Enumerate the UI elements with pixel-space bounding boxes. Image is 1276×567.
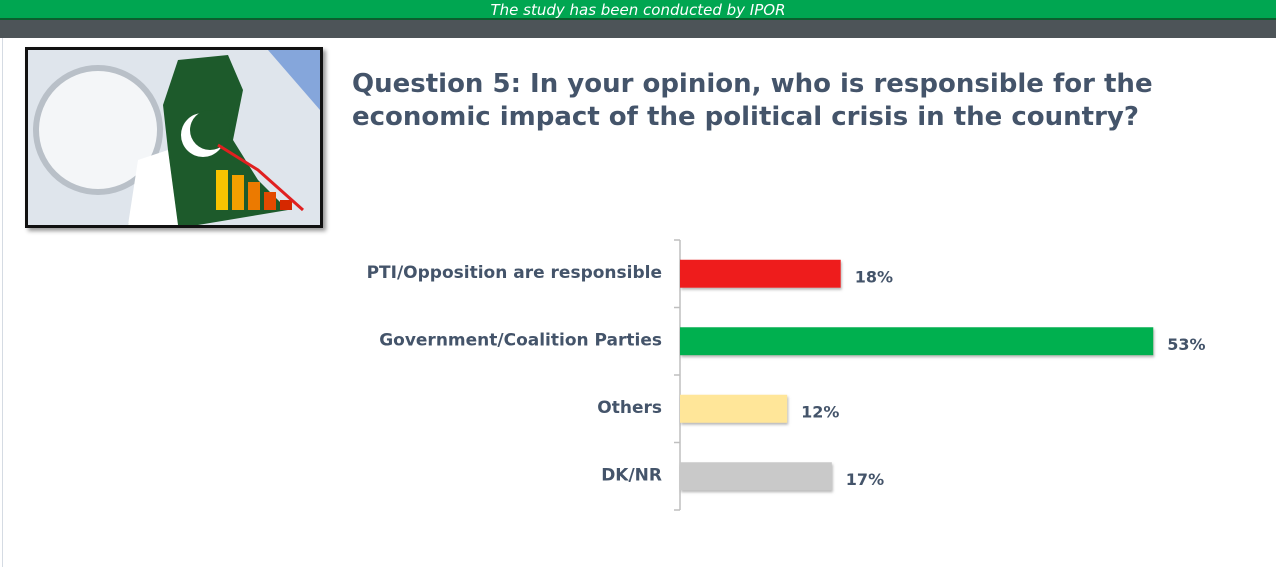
category-label: Others bbox=[597, 398, 662, 418]
category-label: Government/Coalition Parties bbox=[379, 330, 662, 350]
chart-title: Question 5: In your opinion, who is resp… bbox=[352, 69, 1153, 132]
illustration-art bbox=[28, 50, 320, 225]
value-label: 17% bbox=[846, 470, 884, 489]
value-label: 53% bbox=[1167, 335, 1205, 354]
header-text: The study has been conducted by IPOR bbox=[490, 1, 786, 19]
left-border bbox=[2, 38, 3, 567]
header-band bbox=[0, 20, 1276, 38]
value-label: 12% bbox=[801, 402, 839, 421]
illustration bbox=[25, 47, 323, 228]
category-label: PTI/Opposition are responsible bbox=[367, 263, 662, 283]
bar bbox=[680, 259, 841, 288]
bar bbox=[680, 327, 1154, 356]
value-label: 18% bbox=[855, 267, 893, 286]
header-bar: The study has been conducted by IPOR bbox=[0, 0, 1276, 20]
bar bbox=[680, 462, 832, 491]
bar bbox=[680, 394, 788, 423]
category-label: DK/NR bbox=[601, 465, 662, 485]
